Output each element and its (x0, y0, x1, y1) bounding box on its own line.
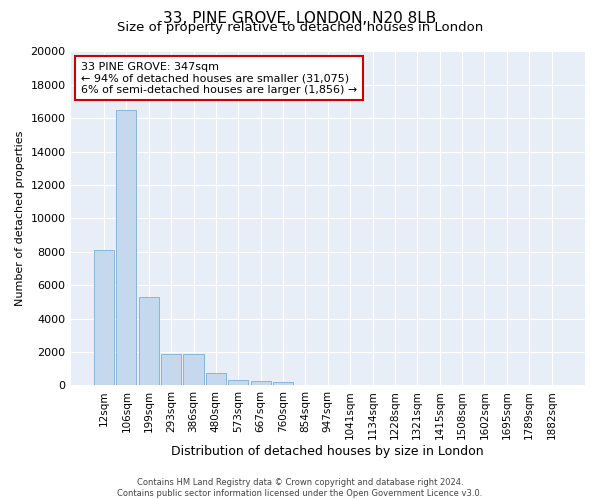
Text: 33 PINE GROVE: 347sqm
← 94% of detached houses are smaller (31,075)
6% of semi-d: 33 PINE GROVE: 347sqm ← 94% of detached … (81, 62, 357, 94)
Text: Contains HM Land Registry data © Crown copyright and database right 2024.
Contai: Contains HM Land Registry data © Crown c… (118, 478, 482, 498)
Text: 33, PINE GROVE, LONDON, N20 8LB: 33, PINE GROVE, LONDON, N20 8LB (163, 11, 437, 26)
Bar (206, 373, 226, 386)
Y-axis label: Number of detached properties: Number of detached properties (15, 130, 25, 306)
Bar (251, 381, 271, 386)
Bar (273, 382, 293, 386)
Text: Size of property relative to detached houses in London: Size of property relative to detached ho… (117, 22, 483, 35)
Bar (139, 297, 159, 386)
Bar (94, 250, 114, 386)
Bar (116, 110, 136, 386)
X-axis label: Distribution of detached houses by size in London: Distribution of detached houses by size … (172, 444, 484, 458)
Bar (184, 354, 203, 386)
Bar (228, 380, 248, 386)
Bar (161, 354, 181, 386)
